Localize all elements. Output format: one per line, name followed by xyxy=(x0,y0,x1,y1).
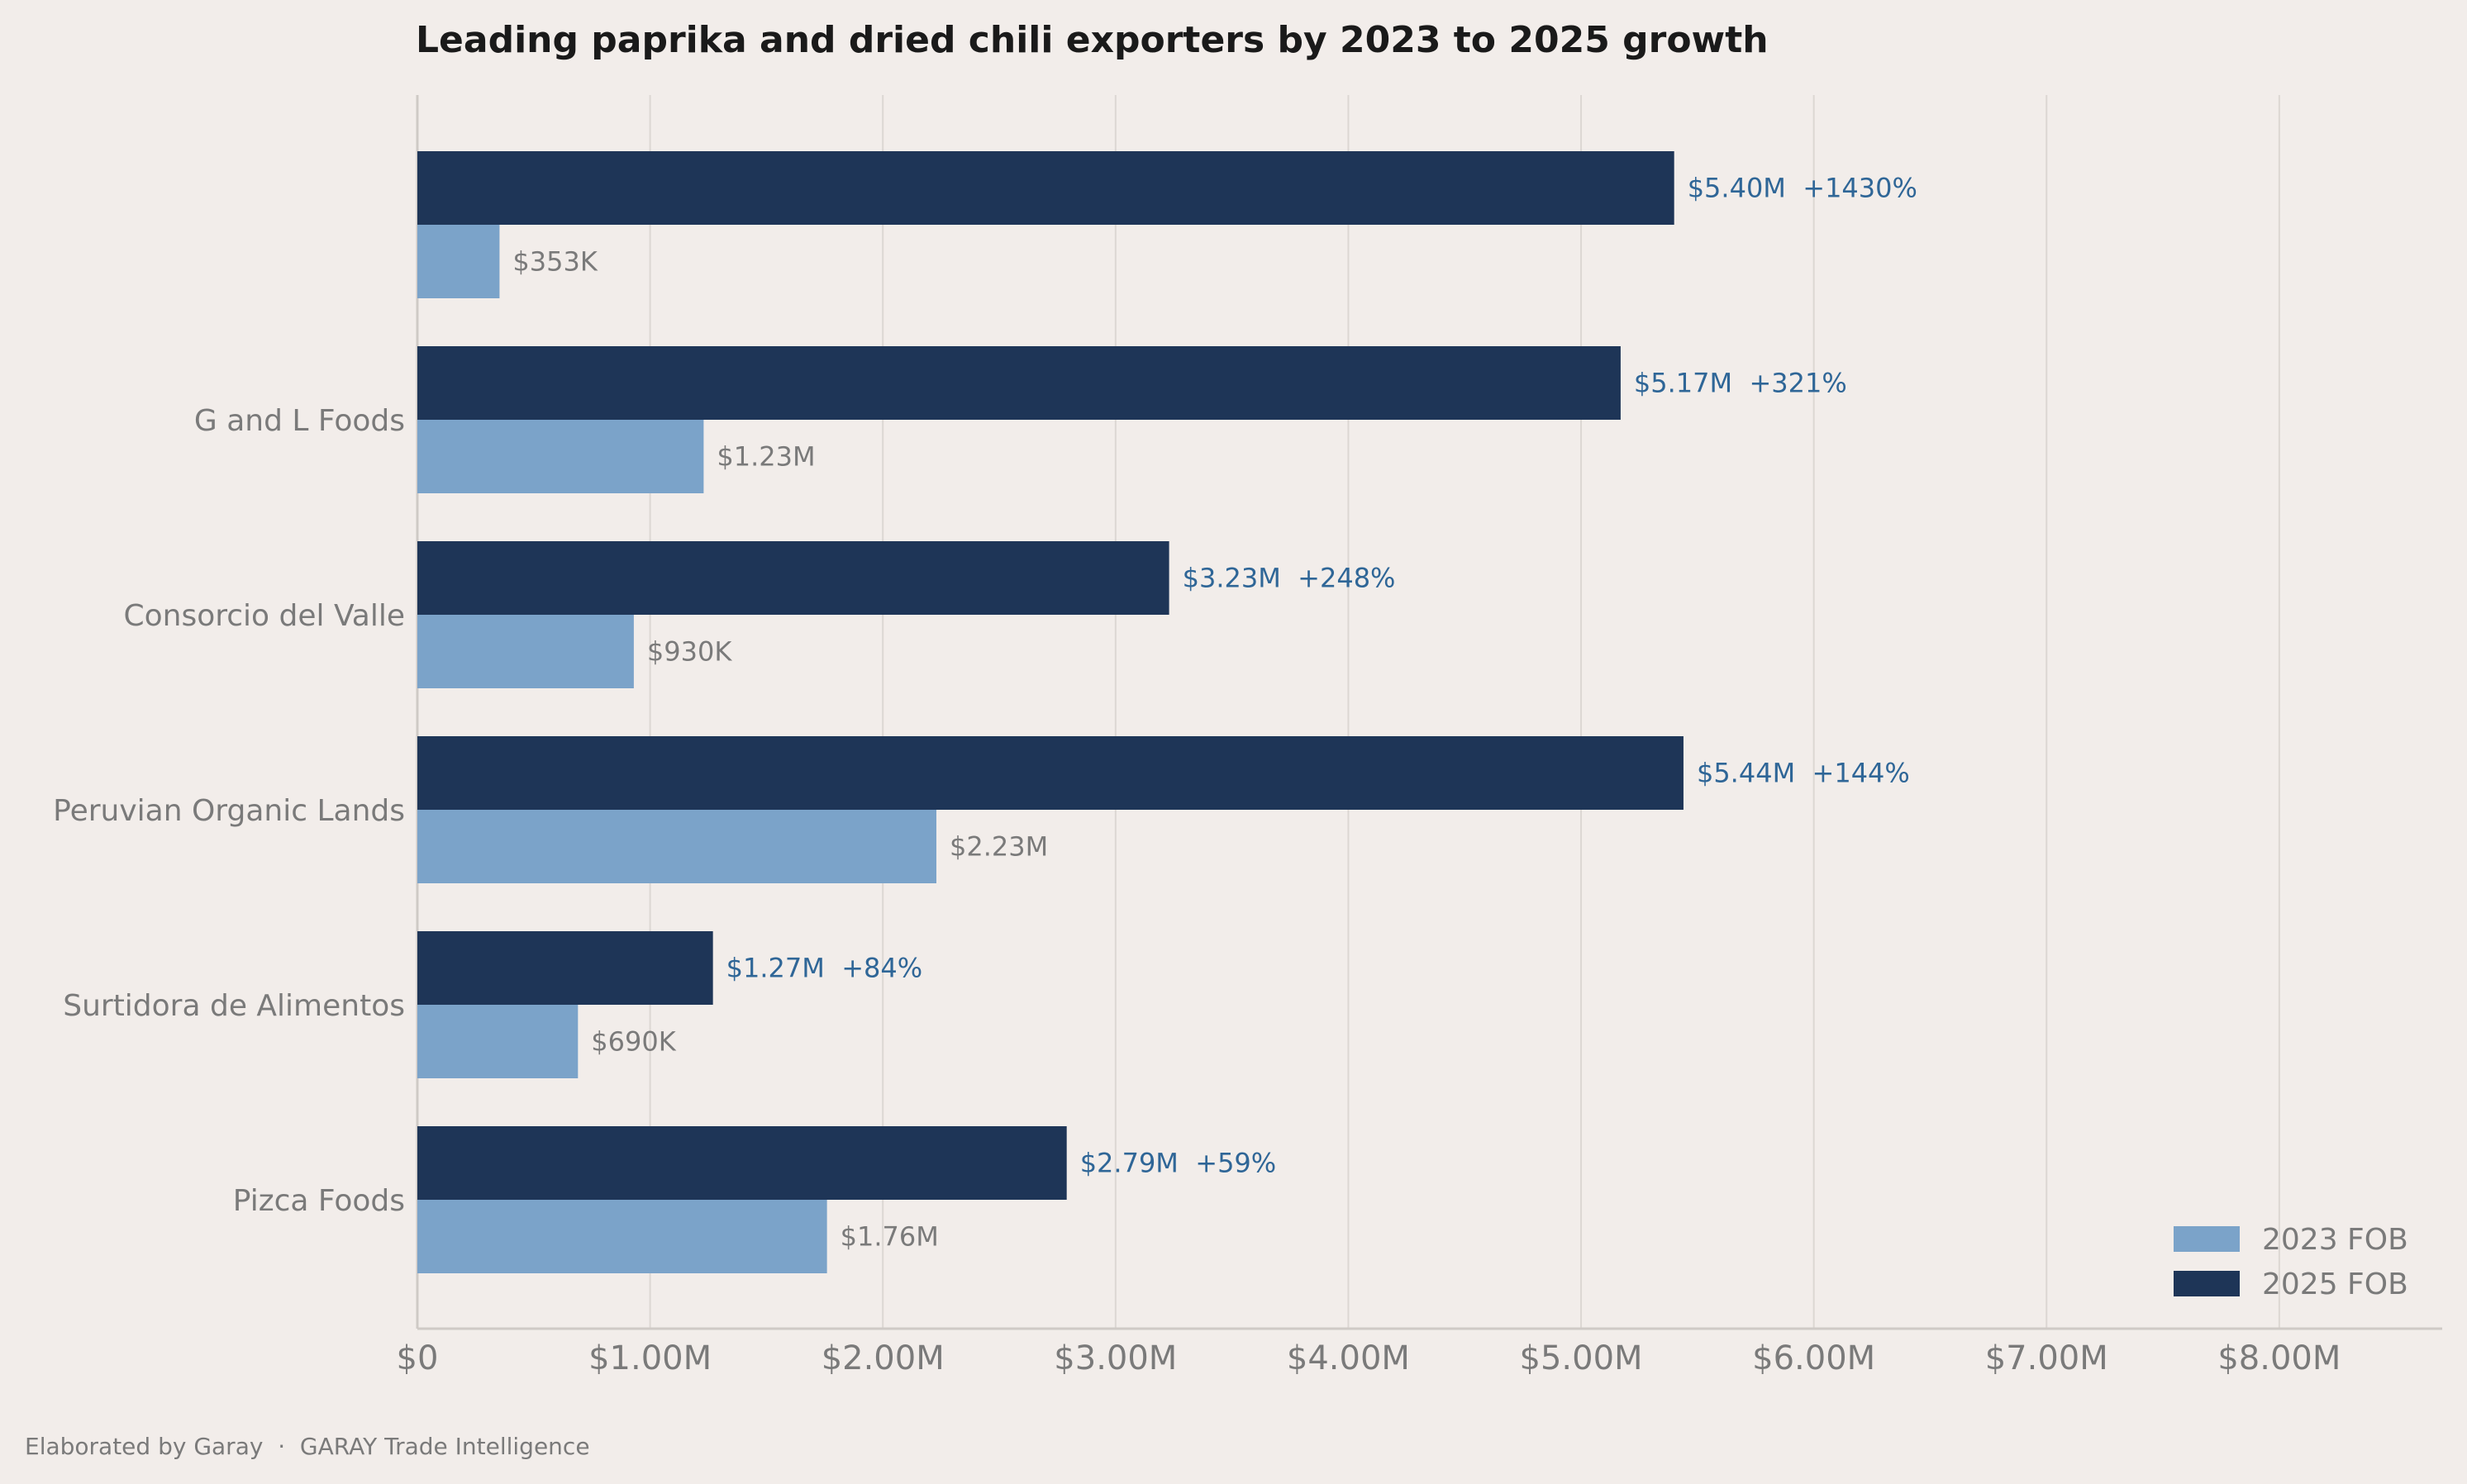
x-tick-label: $7.00M xyxy=(1985,1339,2108,1377)
bar-2023 xyxy=(417,420,704,493)
data-label-2025: $5.17M +321% xyxy=(1634,368,1847,399)
x-tick-label: $4.00M xyxy=(1287,1339,1410,1377)
grid-lines xyxy=(649,95,2280,1329)
data-label-2023: $2.23M xyxy=(950,831,1048,863)
legend: 2023 FOB 2025 FOB xyxy=(2174,1223,2408,1301)
x-tick-label: $0 xyxy=(397,1339,439,1377)
bar-2025 xyxy=(417,931,713,1005)
data-label-2025: $1.27M +84% xyxy=(726,953,923,984)
x-tick-label: $2.00M xyxy=(822,1339,945,1377)
bar-2025 xyxy=(417,1126,1067,1200)
footer-credit: Elaborated by Garay · GARAY Trade Intell… xyxy=(25,1433,590,1460)
category-label: Pizca Foods xyxy=(233,1184,405,1218)
x-tick-label: $6.00M xyxy=(1752,1339,1875,1377)
bar-2025 xyxy=(417,541,1169,615)
data-label-2025: $5.40M +1430% xyxy=(1688,173,1917,204)
data-label-2025: $5.44M +144% xyxy=(1697,758,1910,789)
x-tick-labels: $0 $1.00M $2.00M $3.00M $4.00M $5.00M $6.00M $7… xyxy=(397,1339,2341,1377)
category-label: G and L Foods xyxy=(194,404,405,438)
category-labels: G and L Foods Consorcio del Valle Peruvian… xyxy=(53,404,405,1218)
bar-2025 xyxy=(417,346,1621,420)
x-tick-label: $3.00M xyxy=(1054,1339,1177,1377)
legend-swatch xyxy=(2174,1226,2240,1252)
bar-2023 xyxy=(417,225,500,298)
data-labels: $5.40M +1430% $353K $5.17M +321% $1.23M $3.2… xyxy=(512,173,1917,1253)
bar-2025 xyxy=(417,151,1674,225)
x-tick-label: $5.00M xyxy=(1520,1339,1643,1377)
legend-swatch xyxy=(2174,1271,2240,1296)
bar-2023 xyxy=(417,615,634,688)
data-label-2023: $353K xyxy=(512,246,598,278)
data-label-2023: $1.23M xyxy=(717,441,815,473)
chart-title: Leading paprika and dried chili exporter… xyxy=(416,19,1769,61)
data-label-2025: $2.79M +59% xyxy=(1080,1148,1277,1179)
category-label: Peruvian Organic Lands xyxy=(53,794,405,828)
data-label-2023: $690K xyxy=(591,1026,676,1058)
data-label-2023: $930K xyxy=(647,636,732,668)
bars xyxy=(417,151,1684,1273)
axes xyxy=(416,95,2442,1330)
bar-2025 xyxy=(417,736,1684,810)
category-label: Consorcio del Valle xyxy=(123,599,405,633)
bar-2023 xyxy=(417,1005,579,1078)
x-tick-label: $8.00M xyxy=(2217,1339,2341,1377)
category-label: Surtidora de Alimentos xyxy=(63,989,405,1023)
data-label-2025: $3.23M +248% xyxy=(1183,563,1396,594)
legend-label: 2025 FOB xyxy=(2262,1268,2408,1301)
bar-2023 xyxy=(417,1200,827,1273)
data-label-2023: $1.76M xyxy=(841,1221,939,1253)
x-tick-label: $1.00M xyxy=(588,1339,712,1377)
legend-label: 2023 FOB xyxy=(2262,1223,2408,1257)
bar-2023 xyxy=(417,810,936,883)
